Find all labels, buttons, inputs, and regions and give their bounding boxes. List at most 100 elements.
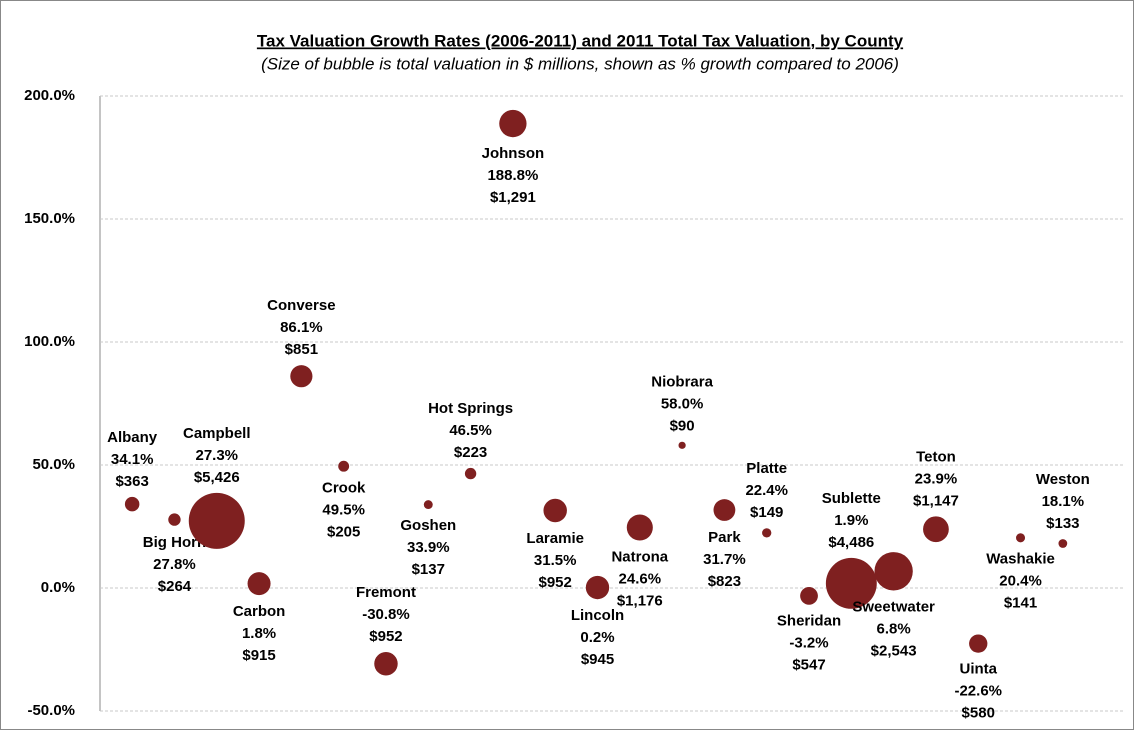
value-label: 24.6% [619,570,662,587]
bubble-name: Sublette [822,490,881,507]
bubble [713,499,736,521]
bubble [874,552,913,591]
y-tick-label: -50.0% [27,702,75,719]
size-label: $952 [539,574,572,591]
chart-title: Tax Valuation Growth Rates (2006-2011) a… [257,31,904,50]
size-label: $945 [581,651,614,668]
bubble [825,557,877,609]
bubble-name: Crook [322,480,366,497]
value-label: 34.1% [111,451,154,468]
bubble-name: Niobrara [651,374,713,391]
bubble-name: Park [708,529,741,546]
bubble-name: Johnson [482,145,545,162]
bubble [464,467,477,480]
bubble-name: Sweetwater [852,598,935,615]
size-label: $1,291 [490,189,536,206]
bubble [800,586,818,605]
value-label: 6.8% [877,620,911,637]
bubble-name: Teton [916,448,956,465]
value-label: 1.8% [242,625,276,642]
bubble [543,498,567,523]
size-label: $1,147 [913,492,959,509]
y-tick-label: 100.0% [24,333,75,350]
bubble [290,365,313,388]
size-label: $580 [962,705,995,722]
bubble [499,109,527,138]
value-label: 86.1% [280,319,323,336]
bubble-name: Laramie [526,530,584,547]
bubble-name: Carbon [233,603,286,620]
bubble [124,496,140,512]
bubble [626,514,653,541]
size-label: $223 [454,444,487,461]
bubble-name: Natrona [611,548,668,565]
size-label: $823 [708,573,741,590]
bubble-name: Albany [107,429,158,446]
bubble-name: Sheridan [777,613,841,630]
bubble [338,460,350,472]
bubble-name: Campbell [183,425,251,442]
y-tick-label: 150.0% [24,210,75,227]
y-tick-label: 50.0% [32,456,75,473]
size-label: $205 [327,524,360,541]
value-label: 31.7% [703,551,746,568]
bubble-name: Uinta [959,661,997,678]
size-label: $2,543 [871,642,917,659]
size-label: $952 [369,628,402,645]
value-label: -22.6% [954,683,1002,700]
bubble [585,575,610,600]
value-label: 22.4% [745,482,788,499]
value-label: 188.8% [487,167,538,184]
value-label: 31.5% [534,552,577,569]
bubble [923,516,949,543]
bubble-name: Platte [746,460,787,477]
bubble-name: Fremont [356,584,416,601]
chart-subtitle: (Size of bubble is total valuation in $ … [261,54,899,73]
bubble [1058,539,1068,548]
value-label: 0.2% [580,629,614,646]
bubble [423,500,433,510]
value-label: 27.8% [153,556,196,573]
value-label: 58.0% [661,396,704,413]
size-label: $1,176 [617,592,663,609]
bubble [969,634,988,653]
bubble-name: Converse [267,297,335,314]
bubble [188,492,245,549]
bubble-name: Weston [1036,471,1090,488]
bubble-name: Big Horn [143,534,206,551]
bubble-name: Washakie [986,550,1055,567]
value-label: 27.3% [195,447,238,464]
bubble [374,652,398,676]
size-label: $137 [412,561,445,578]
value-label: 18.1% [1042,493,1085,510]
bubble-name: Goshen [400,517,456,534]
bubble [247,572,271,596]
size-label: $5,426 [194,469,240,486]
value-label: 49.5% [322,502,365,519]
size-label: $915 [242,647,275,664]
value-label: -30.8% [362,606,410,623]
bubble [678,441,686,449]
value-label: 1.9% [834,512,868,529]
size-label: $141 [1004,594,1037,611]
size-label: $547 [792,657,825,674]
size-label: $264 [158,578,192,595]
value-label: 20.4% [999,572,1042,589]
size-label: $363 [115,473,148,490]
bubble [168,513,181,526]
bubble-name: Lincoln [571,607,624,624]
value-label: -3.2% [789,635,828,652]
size-label: $149 [750,504,783,521]
bubble-name: Hot Springs [428,400,513,417]
size-label: $133 [1046,515,1079,532]
y-tick-label: 200.0% [24,87,75,104]
y-tick-label: 0.0% [41,579,75,596]
size-label: $851 [285,341,318,358]
bubble [1016,533,1026,543]
size-label: $90 [670,418,695,435]
value-label: 46.5% [449,422,492,439]
size-label: $4,486 [828,534,874,551]
value-label: 33.9% [407,539,450,556]
